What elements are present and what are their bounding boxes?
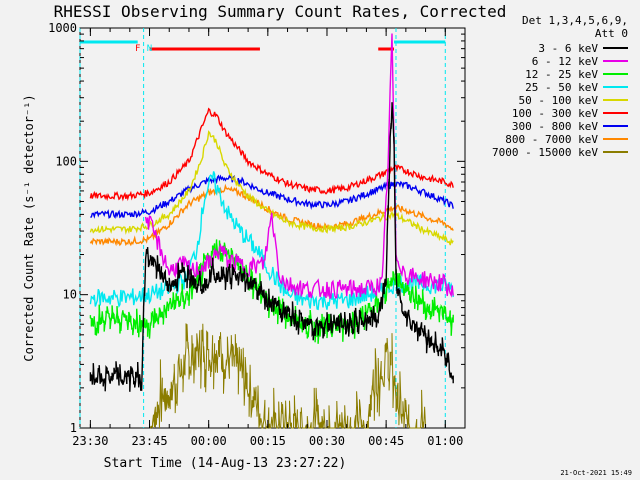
legend-label: 3 - 6 keV xyxy=(538,42,598,55)
flag-label: F xyxy=(135,44,140,54)
y-tick-label: 1 xyxy=(70,421,77,435)
series-25-50keV xyxy=(89,171,454,311)
legend-label: 6 - 12 keV xyxy=(532,55,599,68)
x-axis-label: Start Time (14-Aug-13 23:27:22) xyxy=(104,456,347,471)
x-tick-label: 01:00 xyxy=(427,434,463,448)
legend-label: 100 - 300 keV xyxy=(512,107,598,120)
x-tick-label: 00:15 xyxy=(250,434,286,448)
series-6-12keV xyxy=(144,33,454,300)
legend-label: 25 - 50 keV xyxy=(525,81,598,94)
y-tick-label: 100 xyxy=(55,154,77,168)
flag-label: N xyxy=(147,44,152,54)
y-axis-label: Corrected Count Rate (s⁻¹ detector⁻¹) xyxy=(22,94,36,361)
x-tick-label: 00:00 xyxy=(191,434,227,448)
x-tick-label: 23:45 xyxy=(131,434,167,448)
legend-label: 800 - 7000 keV xyxy=(505,133,598,146)
series-3-6keV xyxy=(89,102,454,392)
legend-header-line-2: Att 0 xyxy=(595,27,628,40)
y-tick-label: 1000 xyxy=(48,21,77,35)
x-tick-label: 00:45 xyxy=(368,434,404,448)
chart-title: RHESSI Observing Summary Count Rates, Co… xyxy=(54,2,507,21)
series-lines xyxy=(89,33,454,430)
x-axis: 23:30 23:45 00:00 00:15 00:30 00:45 01:00 xyxy=(72,28,466,448)
series-100-300keV xyxy=(89,107,454,202)
legend-label: 7000 - 15000 keV xyxy=(492,146,598,159)
series-300-800keV xyxy=(90,174,454,219)
legend-header-line-1: Det 1,3,4,5,6,9, xyxy=(522,14,628,27)
series-7000-15000keV xyxy=(149,323,427,430)
legend-label: 12 - 25 keV xyxy=(525,68,598,81)
y-axis: 1 10 100 1000 xyxy=(48,21,465,435)
legend-label: 300 - 800 keV xyxy=(512,120,598,133)
series-50-100keV xyxy=(89,130,454,246)
legend-label: 50 - 100 keV xyxy=(519,94,599,107)
y-tick-label: 10 xyxy=(63,288,77,302)
footer-date: 21-Oct-2021 15:49 xyxy=(560,469,632,477)
x-tick-label: 23:30 xyxy=(72,434,108,448)
x-tick-label: 00:30 xyxy=(309,434,345,448)
